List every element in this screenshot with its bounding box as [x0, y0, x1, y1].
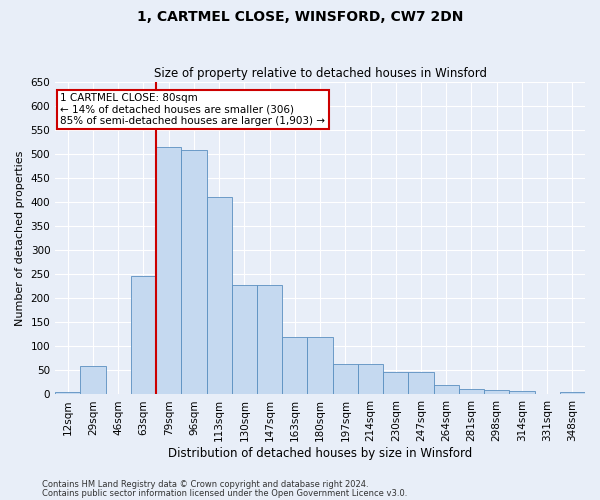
Text: Contains HM Land Registry data © Crown copyright and database right 2024.: Contains HM Land Registry data © Crown c…: [42, 480, 368, 489]
Bar: [307, 337, 332, 394]
Y-axis label: Number of detached properties: Number of detached properties: [15, 150, 25, 326]
Bar: [560, 392, 585, 394]
Bar: [509, 390, 535, 394]
X-axis label: Distribution of detached houses by size in Winsford: Distribution of detached houses by size …: [168, 447, 472, 460]
Bar: [232, 285, 257, 395]
Bar: [459, 388, 484, 394]
Bar: [434, 385, 459, 394]
Bar: [358, 364, 383, 394]
Bar: [282, 337, 307, 394]
Bar: [332, 364, 358, 394]
Text: 1, CARTMEL CLOSE, WINSFORD, CW7 2DN: 1, CARTMEL CLOSE, WINSFORD, CW7 2DN: [137, 10, 463, 24]
Bar: [484, 390, 509, 394]
Bar: [181, 150, 206, 394]
Bar: [409, 372, 434, 394]
Text: Contains public sector information licensed under the Open Government Licence v3: Contains public sector information licen…: [42, 488, 407, 498]
Bar: [206, 198, 232, 394]
Bar: [156, 147, 181, 394]
Bar: [80, 366, 106, 394]
Text: 1 CARTMEL CLOSE: 80sqm
← 14% of detached houses are smaller (306)
85% of semi-de: 1 CARTMEL CLOSE: 80sqm ← 14% of detached…: [61, 93, 325, 126]
Bar: [257, 285, 282, 395]
Bar: [55, 392, 80, 394]
Bar: [131, 276, 156, 394]
Bar: [383, 372, 409, 394]
Title: Size of property relative to detached houses in Winsford: Size of property relative to detached ho…: [154, 66, 487, 80]
